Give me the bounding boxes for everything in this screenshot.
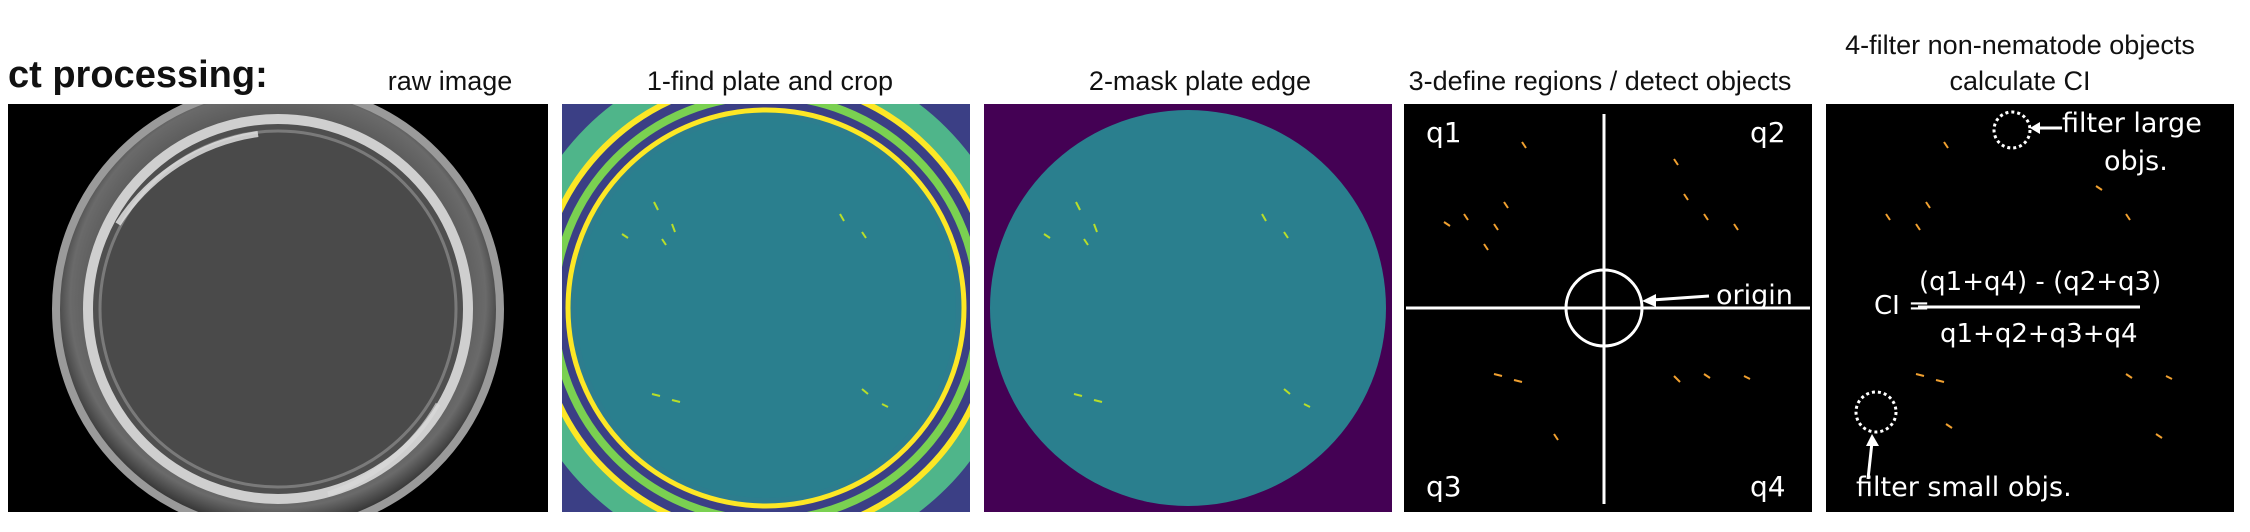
- caption-define-regions: 3-define regions / detect objects: [1408, 66, 1792, 96]
- quadrant-q4-label: q4: [1750, 470, 1786, 503]
- caption-filter-objects: 4-filter non-nematode objects: [1845, 30, 2195, 60]
- quadrant-q2-label: q2: [1750, 116, 1786, 149]
- origin-arrow: [1651, 294, 1710, 302]
- quadrant-q3-label: q3: [1426, 470, 1462, 503]
- masked-plate: [990, 110, 1386, 506]
- panel-raw-image: [8, 104, 548, 512]
- caption-raw-image: raw image: [387, 66, 513, 96]
- caption-calculate-ci: calculate CI: [1949, 66, 2091, 96]
- filtered-objects: [1885, 141, 2173, 439]
- ci-denominator: q1+q2+q3+q4: [1940, 319, 2138, 349]
- section-heading: ct processing:: [8, 54, 268, 96]
- panel-define-regions: origin q1 q2 q3 q4: [1404, 104, 1812, 512]
- quadrant-q1-label: q1: [1426, 116, 1462, 149]
- caption-find-plate: 1-find plate and crop: [646, 66, 894, 96]
- panel-calculate-ci: filter large objs. CI = (q1+q4) - (q2+q3…: [1826, 104, 2234, 512]
- detected-objects: [1443, 141, 1751, 441]
- caption-mask-edge: 2-mask plate edge: [1088, 66, 1312, 96]
- panel-find-plate: [562, 104, 970, 512]
- filter-small-label: filter small objs.: [1856, 472, 2072, 503]
- worm-marks: [621, 201, 889, 408]
- worm-marks: [1043, 201, 1311, 408]
- origin-label: origin: [1716, 280, 1793, 311]
- filter-large-label: filter large: [2062, 108, 2202, 139]
- origin-circle: [1564, 268, 1644, 348]
- small-object-marker: [1854, 390, 1898, 434]
- panel-mask-edge: [984, 104, 1392, 512]
- ci-numerator: (q1+q4) - (q2+q3): [1919, 267, 2161, 297]
- filter-large-label-2: objs.: [2104, 146, 2168, 177]
- large-object-marker: [1992, 110, 2032, 150]
